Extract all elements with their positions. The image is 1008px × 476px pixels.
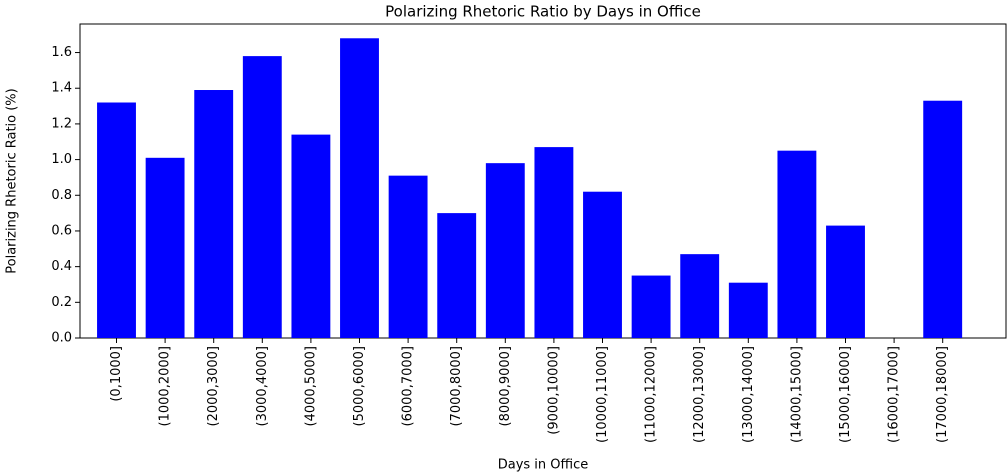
y-tick-label: 1.6 xyxy=(51,45,72,60)
x-tick-label: (13000,14000] xyxy=(741,346,756,443)
bar xyxy=(583,191,622,338)
bar xyxy=(437,213,477,338)
y-tick-label: 0.0 xyxy=(51,331,72,346)
y-tick-label: 1.4 xyxy=(51,81,72,96)
bar xyxy=(826,225,865,338)
y-tick-label: 0.8 xyxy=(51,188,72,203)
y-tick-label: 0.6 xyxy=(51,223,72,238)
x-tick-label: (11000,12000] xyxy=(644,346,659,443)
x-tick-label: (12000,13000] xyxy=(692,346,707,443)
x-tick-label: (8000,9000] xyxy=(498,346,513,426)
x-tick-label: (7000,8000] xyxy=(449,346,464,426)
bar xyxy=(728,282,768,338)
bar xyxy=(923,100,963,338)
bar xyxy=(631,275,671,338)
x-axis-label: Days in Office xyxy=(498,458,589,473)
y-tick-label: 1.0 xyxy=(51,152,72,167)
y-tick-label: 0.4 xyxy=(51,259,72,274)
y-tick-label: 1.2 xyxy=(51,116,72,131)
bar xyxy=(242,56,282,338)
x-tick-label: (2000,3000] xyxy=(206,346,221,426)
x-tick-label: (5000,6000] xyxy=(352,346,367,426)
bar xyxy=(777,150,817,338)
bar xyxy=(485,163,525,338)
y-axis-label: Polarizing Rhetoric Ratio (%) xyxy=(5,88,20,274)
bar xyxy=(340,38,379,338)
x-tick-label: (1000,2000] xyxy=(158,346,173,426)
bar xyxy=(194,90,234,339)
x-tick-label: (0,1000] xyxy=(109,346,124,402)
x-tick-label: (16000,17000] xyxy=(887,346,902,443)
bar xyxy=(145,157,185,338)
x-tick-label: (10000,11000] xyxy=(595,346,610,443)
bar xyxy=(291,134,331,338)
bar xyxy=(680,254,720,338)
x-tick-label: (15000,16000] xyxy=(838,346,853,443)
y-tick-label: 0.2 xyxy=(51,295,72,310)
x-tick-label: (9000,10000] xyxy=(546,346,561,435)
bar xyxy=(534,147,574,338)
x-tick-label: (6000,7000] xyxy=(401,346,416,426)
x-tick-label: (4000,5000] xyxy=(303,346,318,426)
bar xyxy=(97,102,136,338)
bar xyxy=(388,175,428,338)
chart-title: Polarizing Rhetoric Ratio by Days in Off… xyxy=(385,3,701,21)
x-tick-label: (17000,18000] xyxy=(935,346,950,443)
x-tick-label: (3000,4000] xyxy=(255,346,270,426)
x-tick-label: (14000,15000] xyxy=(789,346,804,443)
